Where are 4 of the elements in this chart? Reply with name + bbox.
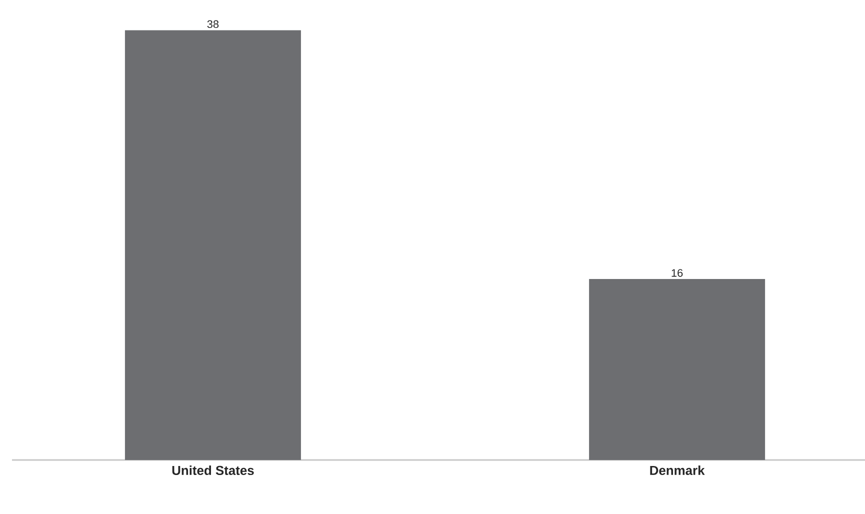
- data-label: 38: [207, 20, 219, 28]
- x-tick-label: Denmark: [650, 466, 705, 476]
- x-tick-label: United States: [172, 466, 254, 476]
- data-label: 16: [672, 269, 683, 277]
